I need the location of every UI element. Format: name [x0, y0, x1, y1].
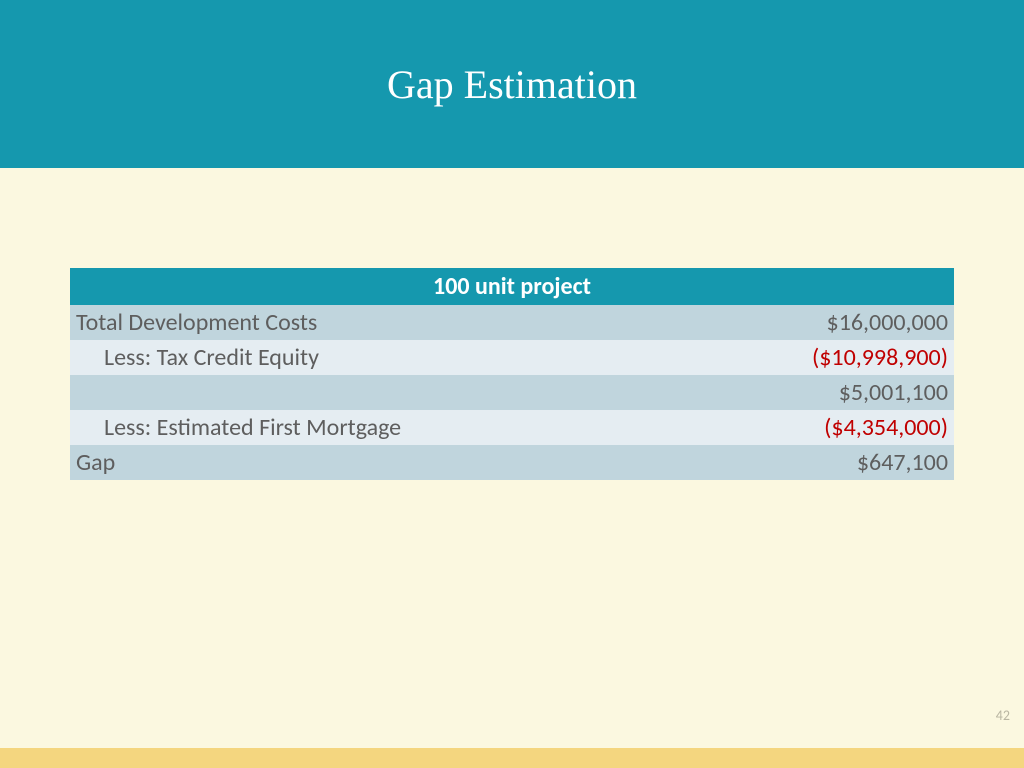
- row-value: ($4,354,000): [689, 410, 954, 445]
- row-label: Less: Tax Credit Equity: [70, 340, 689, 375]
- row-label: Total Development Costs: [70, 305, 689, 340]
- gap-estimation-table: 100 unit project Total Development Costs…: [70, 268, 954, 480]
- table-row: Gap$647,100: [70, 445, 954, 480]
- table-row: Less: Tax Credit Equity($10,998,900): [70, 340, 954, 375]
- row-label: Less: Estimated First Mortgage: [70, 410, 689, 445]
- table-row: $5,001,100: [70, 375, 954, 410]
- table: 100 unit project Total Development Costs…: [70, 268, 954, 480]
- table-header-row: 100 unit project: [70, 268, 954, 305]
- table-header: 100 unit project: [70, 268, 954, 305]
- row-value: $5,001,100: [689, 375, 954, 410]
- title-bar: Gap Estimation: [0, 0, 1024, 168]
- row-label: [70, 375, 689, 410]
- row-label: Gap: [70, 445, 689, 480]
- row-value: ($10,998,900): [689, 340, 954, 375]
- row-value: $647,100: [689, 445, 954, 480]
- page-number: 42: [996, 707, 1010, 724]
- table-row: Total Development Costs$16,000,000: [70, 305, 954, 340]
- table-row: Less: Estimated First Mortgage($4,354,00…: [70, 410, 954, 445]
- row-value: $16,000,000: [689, 305, 954, 340]
- footer-strip: [0, 748, 1024, 768]
- slide-body: 100 unit project Total Development Costs…: [0, 168, 1024, 748]
- slide: Gap Estimation 100 unit project Total De…: [0, 0, 1024, 768]
- slide-title: Gap Estimation: [387, 61, 637, 108]
